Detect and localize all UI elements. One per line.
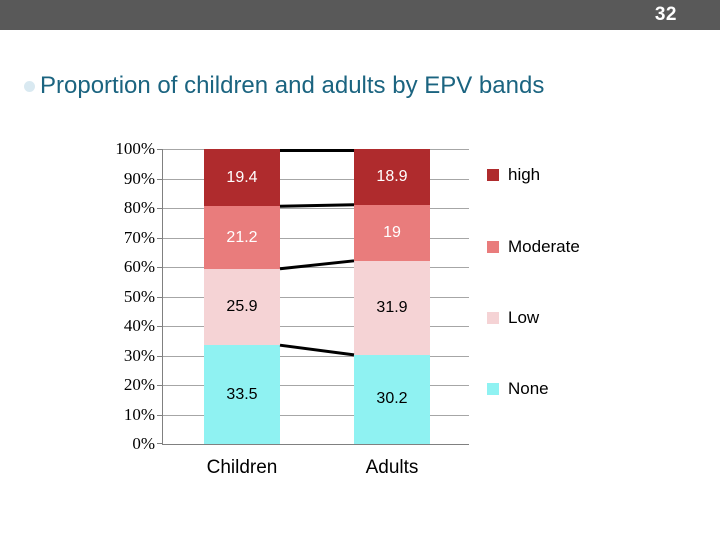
- legend-label: None: [508, 379, 549, 398]
- y-axis-label: 90%: [123, 168, 155, 188]
- y-axis-tick: [157, 149, 163, 150]
- bar-segment-high: 18.9: [354, 149, 430, 205]
- title-bullet-decoration: [24, 81, 35, 92]
- legend-label: Low: [508, 308, 540, 327]
- y-axis-label: 10%: [123, 404, 155, 424]
- y-axis-label: 60%: [123, 257, 155, 276]
- legend-marker-moderate: [487, 241, 499, 253]
- y-axis-tick: [157, 178, 163, 180]
- y-axis-tick: [157, 443, 163, 444]
- legend-marker-low: [487, 312, 499, 324]
- y-gridline: [163, 355, 469, 357]
- data-label: 21.2: [226, 228, 258, 246]
- y-axis-label: 50%: [123, 286, 155, 306]
- page-title: Proportion of children and adults by EPV…: [40, 72, 545, 99]
- y-axis-label: 0%: [132, 434, 155, 453]
- y-axis-label: 70%: [123, 227, 155, 247]
- y-axis-label: 20%: [123, 375, 155, 394]
- legend-entry-high: high: [487, 165, 540, 185]
- y-axis-label: 100%: [115, 139, 155, 158]
- data-label: 31.9: [376, 298, 408, 316]
- series-line: [279, 203, 355, 208]
- y-gridline: [163, 237, 469, 239]
- bar-segment-low: 31.9: [354, 260, 430, 355]
- y-axis-tick: [157, 267, 163, 268]
- chart-legend: high Moderate Low None: [487, 149, 647, 444]
- y-axis-tick: [157, 355, 163, 357]
- y-axis-tick: [157, 414, 163, 416]
- bar-segment-low: 25.9: [204, 268, 280, 346]
- series-connector-lines: [279, 149, 355, 357]
- series-line: [279, 343, 355, 357]
- y-gridline: [163, 385, 469, 386]
- y-gridline: [163, 296, 469, 298]
- plot-area: 0% 10% 20% 30% 40% 50% 60% 70% 80% 90% 100% 33.5 25.…: [115, 139, 469, 478]
- legend-label: Moderate: [508, 237, 580, 256]
- data-label: 18.9: [376, 167, 408, 185]
- y-axis-tick: [157, 237, 163, 239]
- bar-segment-moderate: 21.2: [204, 206, 280, 269]
- bar-segment-moderate: 19: [354, 204, 430, 261]
- y-axis-tick: [157, 208, 163, 209]
- slide-top-bar: 32: [0, 0, 720, 30]
- bar-segment-none: 30.2: [354, 354, 430, 444]
- stacked-bar-children: 33.5 25.9 21.2 19.4: [204, 149, 280, 444]
- y-gridline: [163, 208, 469, 209]
- y-gridline: [163, 326, 469, 327]
- y-gridline: [163, 178, 469, 180]
- category-label-adults: Adults: [365, 457, 419, 478]
- y-axis-label: 80%: [123, 198, 155, 217]
- page-number: 32: [654, 4, 677, 25]
- y-gridline: [163, 267, 469, 268]
- legend-label: high: [508, 165, 541, 184]
- legend-marker-none: [487, 383, 499, 395]
- y-axis-tick: [157, 326, 163, 327]
- data-label: 19.4: [226, 168, 258, 186]
- legend-marker-high: [487, 169, 499, 181]
- data-label: 33.5: [226, 385, 258, 403]
- stacked-bar-adults: 30.2 31.9 19 18.9: [354, 149, 430, 444]
- legend-entry-none: None: [487, 379, 549, 399]
- series-line: [279, 259, 355, 271]
- data-label: 19: [383, 223, 401, 241]
- bar-segment-none: 33.5: [204, 345, 280, 444]
- data-label: 30.2: [376, 390, 408, 408]
- y-axis-label: 30%: [123, 345, 155, 365]
- bar-segment-high: 19.4: [204, 149, 280, 207]
- y-axis-tick: [157, 385, 163, 386]
- y-gridline: [163, 414, 469, 416]
- legend-entry-low: Low: [487, 308, 539, 328]
- legend-entry-moderate: Moderate: [487, 237, 580, 257]
- category-label-children: Children: [206, 457, 278, 478]
- y-axis-tick: [157, 296, 163, 298]
- data-label: 25.9: [226, 297, 258, 315]
- y-axis-label: 40%: [123, 316, 155, 335]
